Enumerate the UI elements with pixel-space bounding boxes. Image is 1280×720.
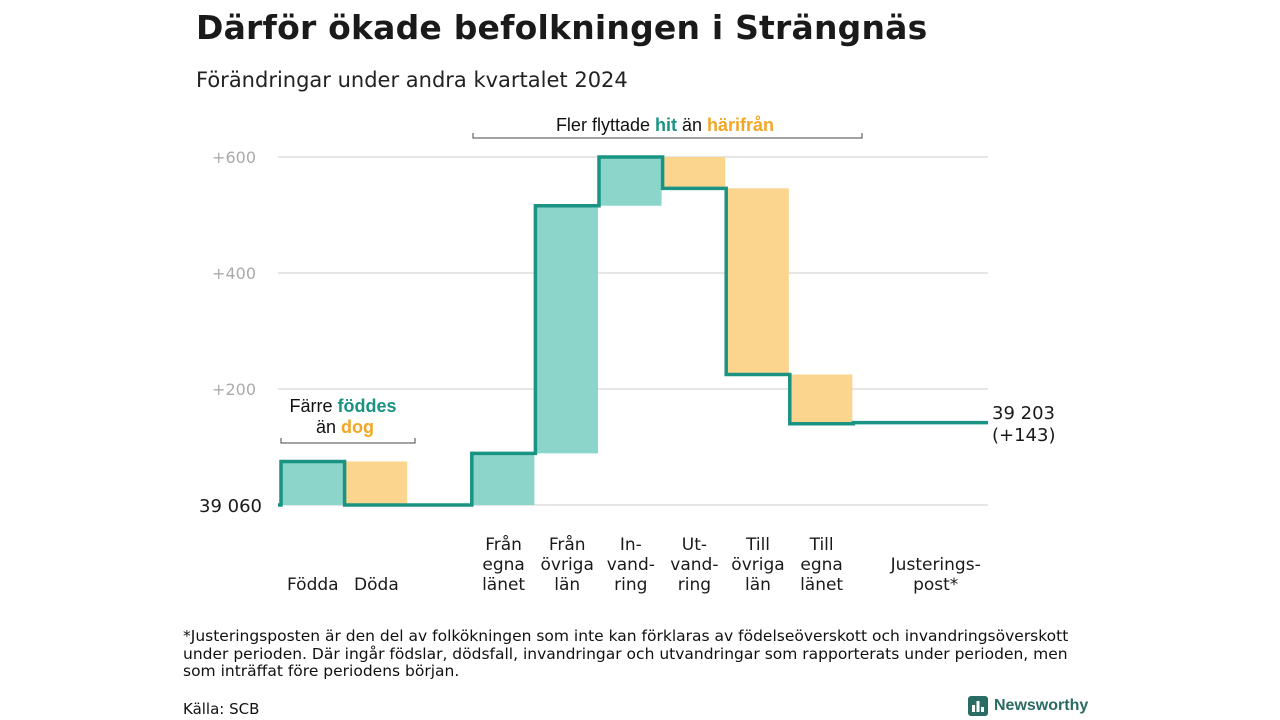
grid-lines — [278, 156, 988, 506]
waterfall-chart: +200 +400 +600 39 060 Födda Döda Från egna länet… — [199, 115, 1055, 595]
x-category-label: Från egna länet — [482, 534, 525, 595]
step-line-group — [278, 155, 988, 507]
labels: +200 +400 +600 39 060 Födda Döda Från egna länet… — [199, 148, 1055, 595]
moves-bracket — [472, 133, 863, 139]
baseline-value-label: 39 060 — [199, 496, 262, 517]
bar-invandring — [600, 157, 662, 206]
bar-från-egna-länet — [472, 453, 535, 505]
chart-subtitle: Förändringar under andra kvartalet 2024 — [196, 68, 628, 92]
bar-utvandring — [663, 157, 726, 189]
y-tick-label: +200 — [212, 380, 256, 399]
chart-title: Därför ökade befolkningen i Strängnäs — [196, 8, 928, 47]
logo-text: Newsworthy — [994, 697, 1089, 714]
bar-till-övriga-län — [727, 188, 789, 375]
births-annotation-line2: än dog — [316, 417, 374, 437]
cumulative-step-line — [278, 155, 988, 507]
x-category-label: In-vand-ring — [607, 535, 655, 595]
bar-till-egna-länet — [790, 374, 853, 424]
bars — [282, 157, 853, 505]
bar-döda — [345, 461, 408, 505]
x-category-label: Ut-vand-ring — [670, 535, 718, 595]
end-value-label: 39 203 — [992, 403, 1055, 424]
x-category-label: Justerings-post* — [890, 555, 981, 595]
newsworthy-logo: Newsworthy — [968, 696, 1088, 716]
y-tick-label: +400 — [212, 264, 256, 283]
moves-annotation: Fler flyttade hit än härifrån — [556, 115, 774, 135]
bar-födda — [282, 461, 344, 505]
end-change-label: (+143) — [992, 425, 1055, 446]
births-annotation-line1: Färre föddes — [289, 396, 396, 416]
x-category-label: Födda — [287, 575, 339, 595]
x-category-label: Till övriga län — [731, 535, 784, 595]
y-tick-label: +600 — [212, 148, 256, 167]
bar-chart-logo-icon — [968, 696, 988, 716]
x-category-label: Döda — [354, 575, 399, 595]
footnote: *Justeringsposten är den del av folkökni… — [183, 627, 1069, 680]
bar-från-övriga-län — [536, 205, 598, 454]
source-note: Källa: SCB — [183, 700, 260, 718]
births-bracket — [280, 438, 416, 444]
x-category-label: Till egna länet — [800, 535, 843, 595]
x-category-label: Från övriga län — [541, 534, 594, 595]
